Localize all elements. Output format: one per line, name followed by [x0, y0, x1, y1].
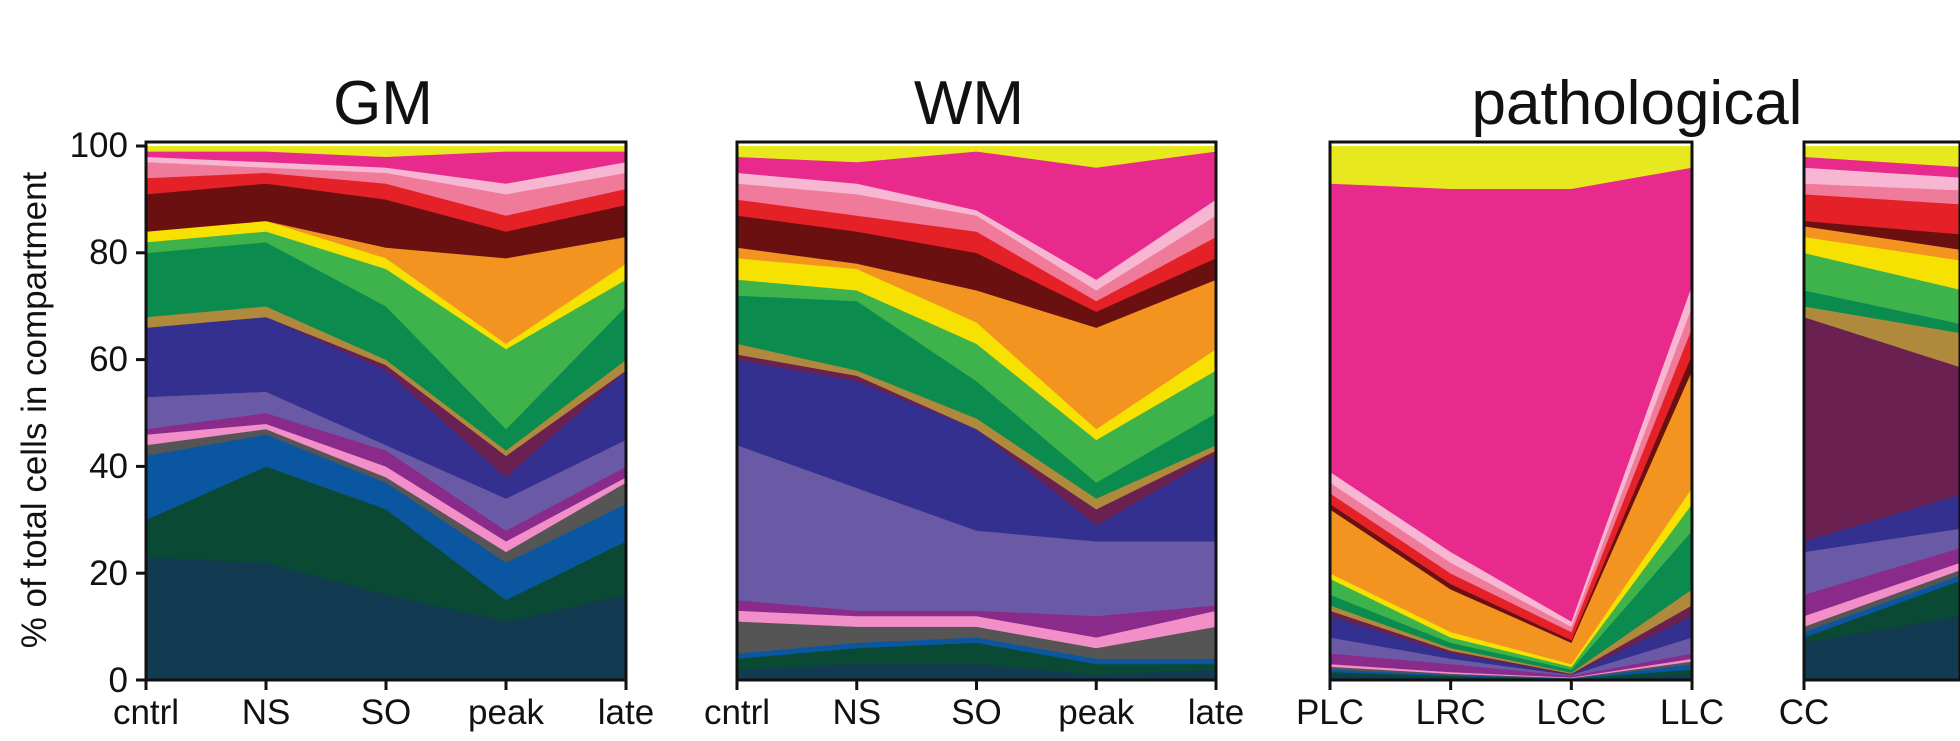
x-tick-label: late	[1188, 693, 1244, 732]
y-tick-label: 100	[70, 126, 128, 165]
area-layer	[1804, 220, 1960, 250]
panel-gm: cntrl NS SO peak late GM	[113, 69, 654, 732]
y-tick-label: 40	[89, 447, 128, 486]
x-tick-label: cntrl	[704, 693, 770, 732]
area-layers	[1804, 146, 1960, 680]
x-tick-label: LRC	[1416, 693, 1486, 732]
panels: cntrl NS SO peak late GM cntrl NS SO peak late WM PL…	[113, 69, 1960, 732]
area-layer	[1804, 305, 1960, 368]
area-layer	[1804, 574, 1960, 638]
x-tick-label: peak	[468, 693, 544, 732]
x-tick-label: cntrl	[113, 693, 179, 732]
area-layer	[1804, 156, 1960, 178]
area-layer	[1804, 494, 1960, 553]
y-tick-label: 60	[89, 340, 128, 379]
area-layer	[1804, 615, 1960, 680]
x-tick-label: late	[598, 693, 654, 732]
panel-wm: cntrl NS SO peak late WM	[704, 69, 1244, 732]
area-layer	[1804, 236, 1960, 290]
area-layer	[1804, 225, 1960, 261]
area-layers	[146, 146, 626, 680]
area-layer	[1804, 547, 1960, 617]
area-layer	[1804, 316, 1960, 542]
area-layer	[737, 146, 1216, 168]
panel-pathological: PLC LRC LCC LLC pathological	[1296, 69, 1803, 732]
x-tick-label: NS	[832, 693, 881, 732]
area-layer	[1804, 252, 1960, 324]
area-layer	[1804, 167, 1960, 191]
area-layers	[737, 146, 1216, 680]
area-layer	[1330, 146, 1692, 189]
panel-cc-biic: CC	[1779, 140, 1960, 732]
y-tick-label: 20	[89, 554, 128, 593]
x-tick-label: LLC	[1660, 693, 1724, 732]
area-layer	[1804, 528, 1960, 595]
area-layer	[1804, 569, 1960, 633]
panel-title: pathological	[1472, 69, 1803, 138]
y-axis-label: % of total cells in compartment	[15, 171, 54, 648]
x-tick-label: NS	[242, 693, 291, 732]
x-tick-label: LCC	[1536, 693, 1606, 732]
panel-title: GM	[333, 69, 433, 138]
x-tick-label: peak	[1058, 693, 1134, 732]
x-tick-label: SO	[361, 693, 412, 732]
panel-title: WM	[914, 69, 1024, 138]
area-layer	[146, 146, 626, 158]
area-layer	[1804, 193, 1960, 235]
area-layer	[1804, 289, 1960, 334]
x-tick-label: SO	[951, 693, 1002, 732]
panel-frame	[1802, 140, 1960, 682]
area-layer	[1804, 146, 1960, 167]
area-layers	[1330, 146, 1692, 680]
x-tick-label: PLC	[1296, 693, 1364, 732]
x-tick-label: CC	[1779, 693, 1830, 732]
panel-frame	[1328, 140, 1694, 682]
y-tick-label: 0	[109, 661, 128, 700]
area-layer	[1804, 562, 1960, 627]
area-layer	[1804, 580, 1960, 643]
y-tick-label: 80	[89, 233, 128, 272]
